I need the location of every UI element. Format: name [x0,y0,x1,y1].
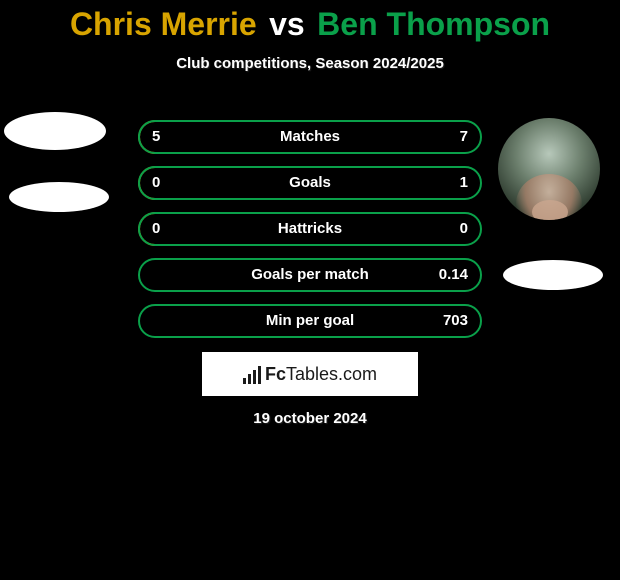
logo-rest: Tables [286,364,338,384]
stat-row: Goals per match0.14 [138,258,482,292]
logo-suffix: .com [338,364,377,384]
logo-bars-icon [243,364,261,384]
date-line: 19 october 2024 [0,410,620,427]
stat-label: Min per goal [138,304,482,338]
logo-bold: Fc [265,364,286,384]
player2-shadow [503,260,603,290]
stats-list: Matches57Goals01Hattricks00Goals per mat… [138,120,482,350]
stat-value-right: 7 [460,120,468,154]
stat-row: Hattricks0 0 [138,212,482,246]
player2-name: Ben Thompson [317,6,550,42]
comparison-card: Chris Merrie vs Ben Thompson Club compet… [0,0,620,580]
stat-label: Goals per match [138,258,482,292]
logo-text: FcTables.com [265,364,377,385]
fctables-logo: FcTables.com [202,352,418,396]
stat-value-right: 1 [460,166,468,200]
stat-value-right: 703 [443,304,468,338]
stat-label: Goals [138,166,482,200]
stat-row: Min per goal703 [138,304,482,338]
stat-value-left: 0 [152,166,160,200]
stat-value-right: 0.14 [439,258,468,292]
stat-row: Matches5 7 [138,120,482,154]
stat-value-right: 0 [460,212,468,246]
player1-avatar-zone [4,118,114,212]
title-vs: vs [269,6,305,42]
subtitle: Club competitions, Season 2024/2025 [0,55,620,72]
player2-avatar-zone [498,118,608,290]
stat-label: Hattricks [138,212,482,246]
title-row: Chris Merrie vs Ben Thompson [0,0,620,43]
stat-value-left: 0 [152,212,160,246]
player1-name: Chris Merrie [70,6,257,42]
player2-chin [532,200,568,220]
stat-row: Goals0 1 [138,166,482,200]
player1-shadow [9,182,109,212]
player2-avatar [498,118,600,220]
stat-value-left: 5 [152,120,160,154]
player1-avatar-placeholder [4,112,106,150]
stat-label: Matches [138,120,482,154]
